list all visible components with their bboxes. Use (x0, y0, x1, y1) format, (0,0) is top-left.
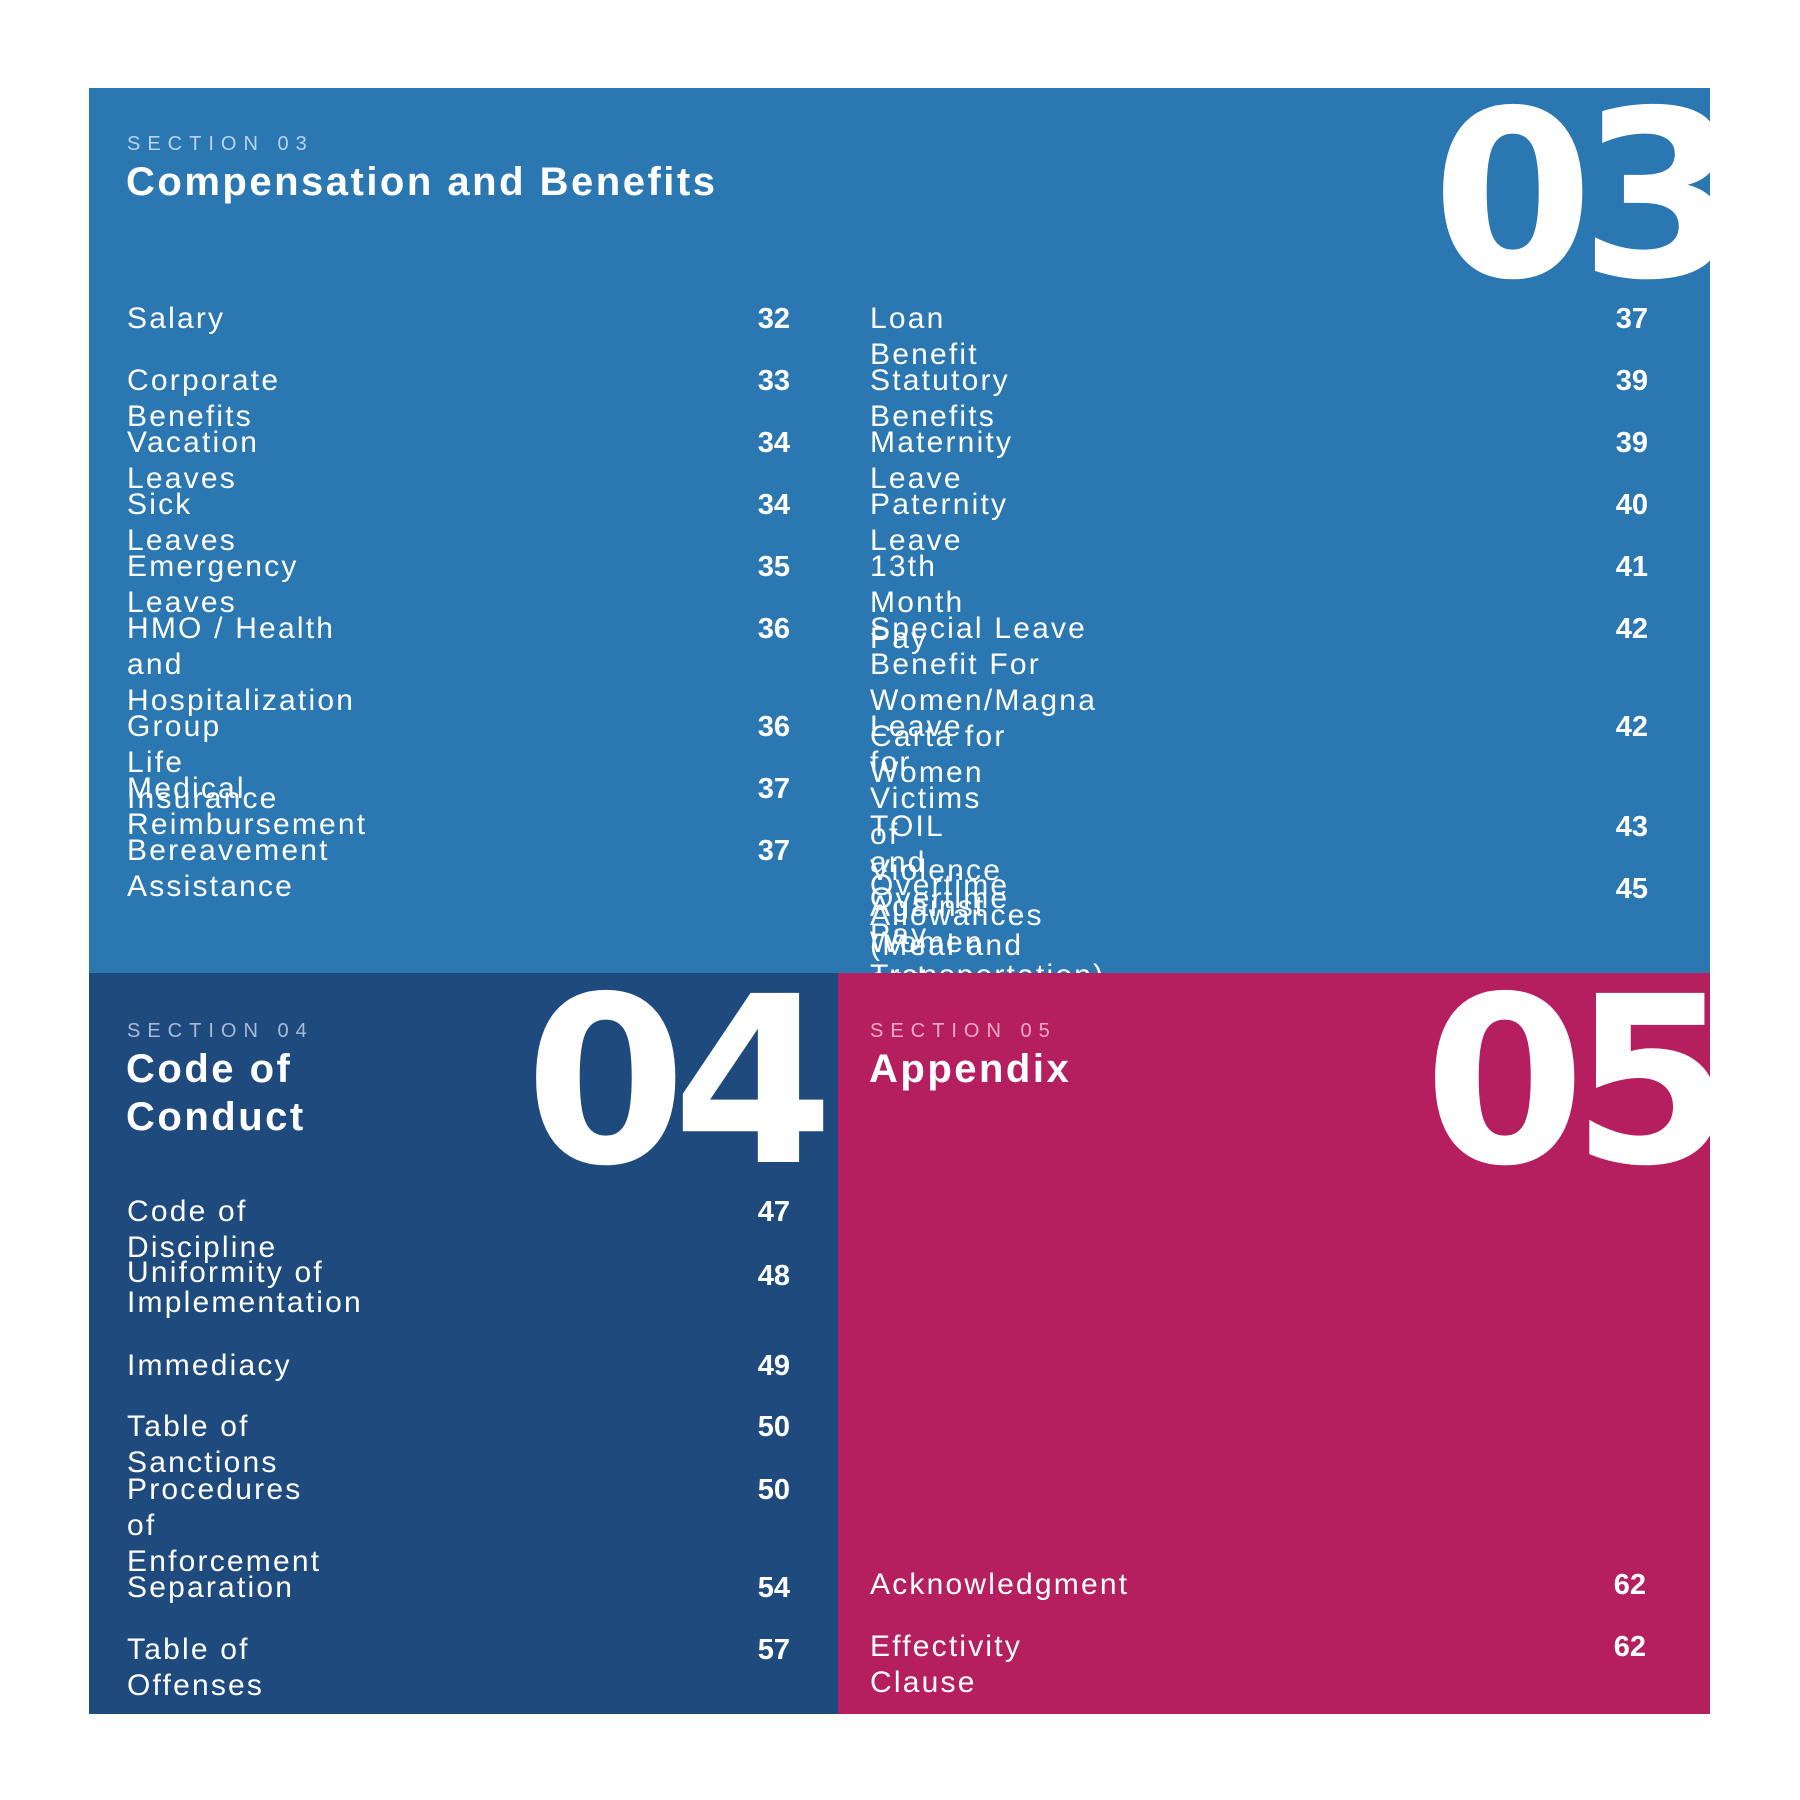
toc-entry-page: 39 (1615, 365, 1648, 397)
toc-entry-label: Vacation Leaves (127, 426, 260, 495)
toc-entry-page: 36 (757, 711, 790, 743)
toc-entry-page: 47 (757, 1196, 790, 1228)
toc-entry-label: Paternity Leave (870, 488, 1009, 557)
toc-entry-page: 39 (1615, 427, 1648, 459)
toc-entry-page: 49 (757, 1350, 790, 1382)
toc-entry-page: 42 (1615, 711, 1648, 743)
toc-entry-page: 54 (757, 1572, 790, 1604)
toc-entry-page: 35 (757, 551, 790, 583)
toc-entry-page: 36 (757, 613, 790, 645)
toc-entry-page: 41 (1615, 551, 1648, 583)
toc-entry-label: Sick Leaves (127, 488, 237, 557)
section-05-panel: SECTION 05 Appendix 05 Acknowledgment 62… (838, 966, 1733, 1714)
toc-entry-label: Procedures of Enforcement (127, 1473, 322, 1578)
section-number: 03 (1432, 61, 1741, 331)
toc-entry-label: Maternity Leave (870, 426, 1014, 495)
toc-entry-page: 62 (1613, 1631, 1646, 1663)
toc-entry-label: Loan Benefit (870, 302, 979, 371)
toc-entry-label: Group Life Insurance (127, 710, 279, 815)
toc-entry-page: 50 (757, 1474, 790, 1506)
section-kicker: SECTION 04 (127, 1020, 314, 1042)
section-03-panel: SECTION 03 Compensation and Benefits 03 … (89, 80, 1741, 1067)
toc-entry-page: 42 (1615, 613, 1648, 645)
section-04-panel: SECTION 04 Code of Conduct 04 Code of Di… (89, 966, 838, 1714)
toc-entry-page: 48 (757, 1260, 790, 1292)
toc-entry-page: 34 (757, 489, 790, 521)
section-kicker: SECTION 03 (127, 133, 314, 155)
toc-entry-page: 37 (1615, 303, 1648, 335)
toc-entry-label: Separation (127, 1571, 295, 1604)
toc-entry-label: Bereavement Assistance (127, 834, 330, 903)
toc-entry-label: Salary (127, 302, 226, 335)
toc-entry-label: Immediacy (127, 1349, 292, 1382)
section-title: Compensation and Benefits (126, 160, 718, 204)
toc-entry-label: Statutory Benefits (870, 364, 1010, 433)
toc-entry-page: 50 (757, 1411, 790, 1443)
toc-entry-label: Overtime Allowances (Meal and Transporta… (870, 869, 1103, 991)
toc-entry-page: 33 (757, 365, 790, 397)
section-kicker: SECTION 05 (870, 1020, 1057, 1042)
toc-entry-page: 37 (757, 773, 790, 805)
toc-entry-label: TOIL and Overtime Pay (870, 810, 1010, 951)
toc-entry-page: 62 (1613, 1569, 1646, 1601)
toc-entry-label: Special Leave Benefit For Women/Magna Ca… (870, 612, 1098, 789)
section-number: 04 (525, 947, 834, 1217)
toc-entry-page: 32 (757, 303, 790, 335)
toc-entry-label: Table of Sanctions (127, 1410, 279, 1479)
toc-entry-label: HMO / Health and Hospitalization (127, 612, 356, 717)
toc-entry-page: 43 (1615, 811, 1648, 843)
toc-entry-label: Uniformity of Implementation (127, 1256, 363, 1319)
section-title: Appendix (869, 1047, 1072, 1091)
toc-entry-page: 57 (757, 1634, 790, 1666)
toc-entry-page: 37 (757, 835, 790, 867)
toc-entry-label: 13th Month Pay (870, 550, 965, 655)
toc-entry-label: Acknowledgment (870, 1568, 1130, 1601)
toc-entry-label: Table of Offenses (127, 1633, 265, 1702)
toc-entry-page: 34 (757, 427, 790, 459)
toc-entry-label: Corporate Benefits (127, 364, 281, 433)
toc-entry-label: Code of Discipline (127, 1195, 278, 1264)
toc-entry-label: Medical Reimbursement (127, 772, 368, 841)
toc-entry-label: Emergency Leaves (127, 550, 299, 619)
toc-entry-page: 45 (1615, 873, 1648, 905)
toc-entry-page: 40 (1615, 489, 1648, 521)
section-number: 05 (1424, 947, 1733, 1217)
toc-entry-label: Effectivity Clause (870, 1630, 1023, 1699)
section-title: Code of Conduct (126, 1047, 306, 1139)
